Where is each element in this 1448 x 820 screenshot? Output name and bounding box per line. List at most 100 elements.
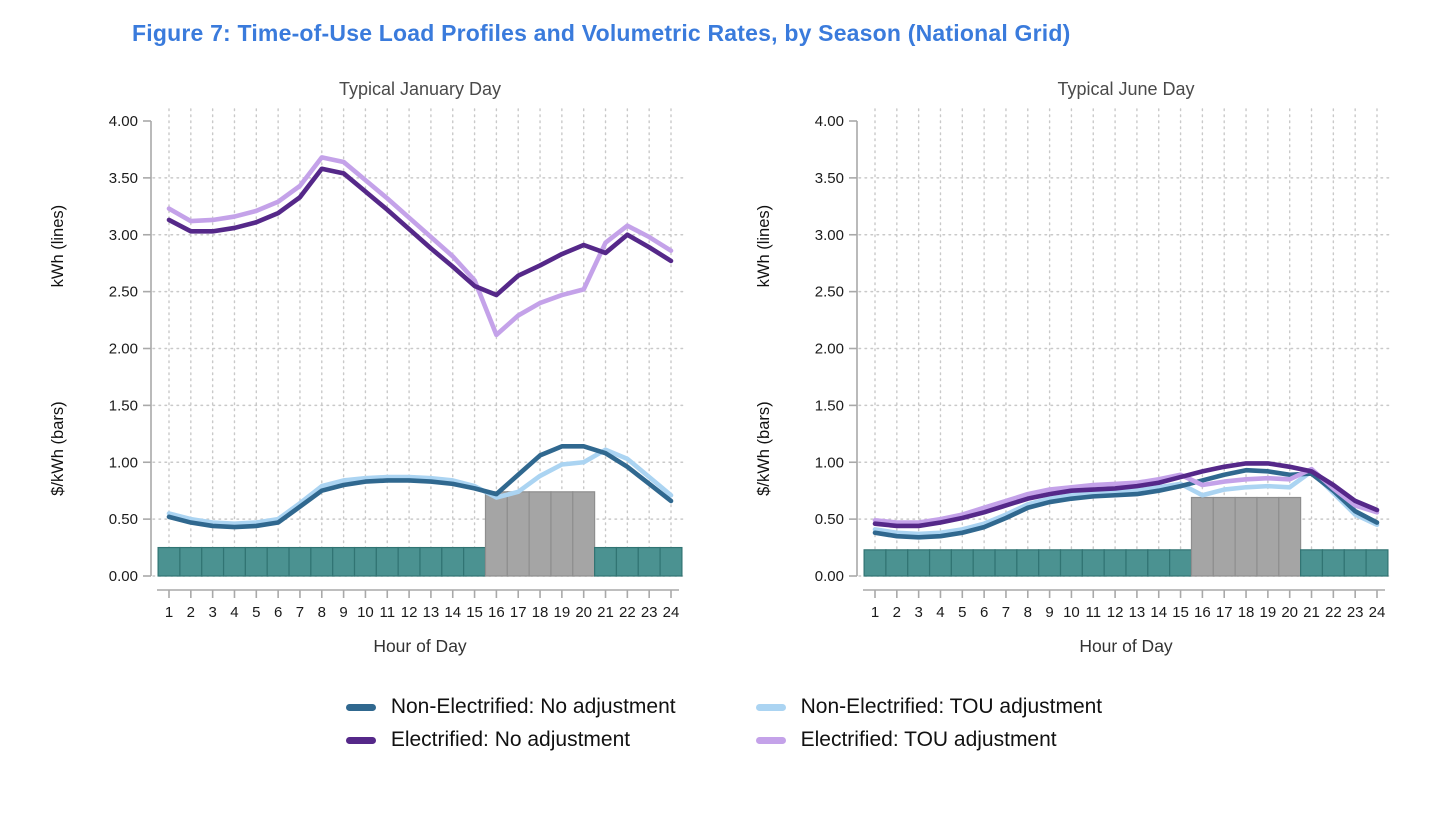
offpeak-rate-bar (885, 549, 909, 577)
y-tick-label: 3.00 (815, 227, 844, 244)
y-tick-label: 0.00 (109, 568, 138, 585)
y-tick-label: 0.00 (815, 568, 844, 585)
x-tick-label: 12 (1107, 604, 1124, 621)
x-axis-label: Hour of Day (373, 636, 467, 656)
offpeak-rate-bar (1321, 549, 1345, 577)
x-tick-label: 24 (1369, 604, 1386, 621)
x-tick-label: 11 (1085, 604, 1101, 621)
offpeak-rate-bar (397, 546, 421, 577)
x-tick-label: 8 (318, 604, 326, 621)
x-tick-label: 4 (230, 604, 238, 621)
offpeak-rate-bar (1147, 549, 1171, 577)
figure: Figure 7: Time-of-Use Load Profiles and … (0, 20, 1448, 752)
legend-swatch-non-electrified-tou-adjustment (755, 703, 786, 711)
legend-swatch-electrified-tou-adjustment (755, 736, 786, 744)
legend-item-electrified-tou-adjustment: Electrified: TOU adjustment (755, 728, 1103, 752)
offpeak-rate-bar (659, 546, 683, 577)
legend: Non-Electrified: No adjustment Non-Elect… (0, 695, 1448, 752)
y-axis-label-lines: kWh (lines) (755, 205, 773, 288)
x-tick-label: 7 (1002, 604, 1010, 621)
offpeak-rate-bar (353, 546, 377, 577)
y-tick-label: 1.00 (815, 454, 844, 471)
x-axis-label: Hour of Day (1079, 636, 1173, 656)
x-tick-label: 6 (980, 604, 988, 621)
x-tick-label: 22 (619, 604, 636, 621)
offpeak-rate-bar (1081, 549, 1105, 577)
offpeak-rate-bar (1169, 549, 1193, 577)
offpeak-rate-bar (1343, 549, 1367, 577)
line-non-electrified-tou-adjustment (166, 447, 674, 526)
peak-rate-bar (506, 491, 530, 577)
x-tick-label: 17 (1216, 604, 1233, 621)
chart-title: Typical June Day (1057, 79, 1194, 99)
x-tick-label: 24 (663, 604, 680, 621)
x-tick-label: 1 (871, 604, 879, 621)
x-tick-label: 18 (1238, 604, 1255, 621)
x-tick-label: 2 (893, 604, 901, 621)
y-tick-label: 3.00 (109, 227, 138, 244)
peak-rate-bar (1234, 496, 1258, 577)
offpeak-rate-bar (928, 549, 953, 577)
x-tick-label: 23 (641, 604, 658, 621)
x-tick-label: 15 (466, 604, 483, 621)
figure-title: Figure 7: Time-of-Use Load Profiles and … (132, 20, 1071, 46)
y-tick-label: 2.00 (815, 341, 844, 358)
offpeak-rate-bar (907, 549, 931, 577)
y-tick-label: 2.50 (109, 284, 138, 301)
legend-swatch-electrified-no-adjustment (345, 736, 376, 744)
y-tick-label: 1.50 (815, 397, 844, 414)
y-tick-label: 2.00 (109, 341, 138, 358)
offpeak-rate-bar (594, 546, 618, 577)
legend-item-non-electrified-tou-adjustment: Non-Electrified: TOU adjustment (755, 695, 1103, 719)
x-tick-label: 22 (1325, 604, 1342, 621)
x-tick-label: 3 (208, 604, 216, 621)
x-tick-label: 5 (958, 604, 966, 621)
offpeak-rate-bar (288, 546, 312, 577)
x-tick-label: 4 (936, 604, 944, 621)
offpeak-rate-bar (994, 549, 1018, 577)
offpeak-rate-bar (1365, 549, 1389, 577)
offpeak-rate-bar (615, 546, 639, 577)
legend-swatch-non-electrified-no-adjustment (345, 703, 376, 711)
offpeak-rate-bar (1016, 549, 1040, 577)
offpeak-rate-bar (1038, 549, 1062, 577)
x-tick-label: 13 (423, 604, 440, 621)
y-tick-label: 2.50 (815, 284, 844, 301)
offpeak-rate-bar (375, 546, 399, 577)
peak-rate-bar (550, 491, 574, 577)
offpeak-rate-bar (157, 546, 181, 577)
x-tick-label: 20 (1281, 604, 1298, 621)
peak-rate-bar (484, 491, 508, 577)
offpeak-rate-bar (244, 546, 268, 577)
legend-item-non-electrified-no-adjustment: Non-Electrified: No adjustment (345, 695, 676, 719)
y-tick-label: 1.50 (109, 397, 138, 414)
x-tick-label: 18 (532, 604, 549, 621)
y-axis-label-lines: kWh (lines) (49, 205, 67, 288)
peak-rate-bar (1190, 496, 1214, 577)
x-tick-label: 2 (187, 604, 195, 621)
x-tick-label: 1 (165, 604, 173, 621)
y-tick-label: 3.50 (109, 170, 138, 187)
x-tick-label: 21 (1303, 604, 1320, 621)
peak-rate-bar (1212, 496, 1236, 577)
x-tick-label: 7 (296, 604, 304, 621)
line-non-electrified-no-adjustment (872, 467, 1380, 540)
line-non-electrified-tou-adjustment (872, 469, 1380, 537)
x-tick-label: 10 (357, 604, 374, 621)
x-tick-label: 20 (575, 604, 592, 621)
legend-label: Non-Electrified: TOU adjustment (800, 695, 1103, 718)
x-tick-label: 19 (554, 604, 571, 621)
x-tick-label: 14 (1150, 604, 1167, 621)
x-tick-label: 11 (379, 604, 395, 621)
y-tick-label: 0.50 (815, 511, 844, 528)
offpeak-rate-bar (637, 546, 661, 577)
x-tick-label: 12 (401, 604, 418, 621)
offpeak-rate-bar (972, 549, 996, 577)
peak-rate-bar (572, 491, 596, 577)
x-tick-label: 5 (252, 604, 260, 621)
offpeak-rate-bar (310, 546, 334, 577)
line-electrified-no-adjustment (166, 166, 674, 298)
y-axis-label-bars: $/kWh (bars) (49, 401, 67, 495)
line-electrified-no-adjustment (872, 461, 1380, 529)
x-tick-label: 3 (914, 604, 922, 621)
